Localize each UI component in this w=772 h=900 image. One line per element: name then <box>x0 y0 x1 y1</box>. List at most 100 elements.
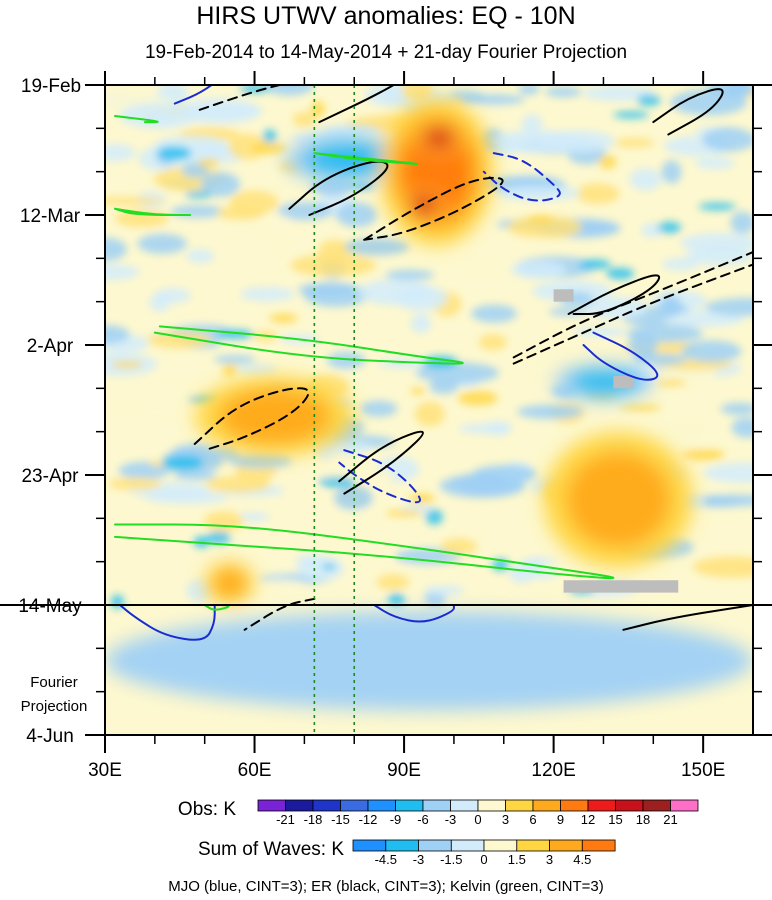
plot-frame <box>0 84 772 736</box>
waves-colorbar-swatch <box>352 839 387 852</box>
obs-colorbar-tick-label: -12 <box>359 812 378 827</box>
texture-blob <box>694 157 735 170</box>
chart-subtitle: 19-Feb-2014 to 14-May-2014 + 21-day Four… <box>144 42 628 63</box>
obs-colorbar-swatch <box>587 799 616 812</box>
texture-blob <box>720 402 753 415</box>
er-contour <box>198 85 284 111</box>
er-contour <box>193 387 310 452</box>
texture-blob <box>229 453 292 469</box>
texture-blob <box>345 509 378 524</box>
waves-colorbar-tick-label: -4.5 <box>375 852 397 867</box>
texture-blob <box>105 237 127 261</box>
texture-blob <box>118 102 199 129</box>
texture-blob <box>203 511 244 532</box>
texture-blob <box>484 421 512 436</box>
y-tick-label: 4-Jun <box>26 726 74 747</box>
texture-blob <box>105 144 136 162</box>
y-tick-label: 23-Apr <box>21 466 79 487</box>
texture-blob <box>613 111 649 119</box>
texture-blob <box>425 509 443 525</box>
texture-blob <box>311 101 325 117</box>
obs-colorbar-swatch <box>367 799 396 812</box>
obs-colorbar-tick-label: -9 <box>390 812 402 827</box>
texture-blob <box>731 417 753 438</box>
texture-blob <box>292 111 317 127</box>
texture-blob <box>105 197 167 205</box>
texture-blob <box>414 401 445 427</box>
anomaly-region-positive <box>426 129 452 146</box>
er-contour <box>363 176 504 241</box>
texture-blob <box>548 307 586 317</box>
waves-colorbar-swatch <box>483 839 518 852</box>
texture-blob <box>186 249 215 264</box>
texture-blob <box>214 355 256 364</box>
obs-colorbar-tick-label: 0 <box>474 812 481 827</box>
texture-blob <box>632 353 687 366</box>
missing-data-patch <box>613 375 634 389</box>
texture-blob <box>105 325 130 344</box>
texture-blob <box>147 331 213 349</box>
texture-blob <box>613 138 655 148</box>
texture-blob <box>117 386 195 412</box>
obs-colorbar-tick-label: -6 <box>417 812 429 827</box>
texture-blob <box>527 215 555 224</box>
texture-blob <box>358 279 435 306</box>
texture-blob <box>344 238 410 256</box>
y-tick-label: 19-Feb <box>21 76 81 97</box>
texture-blob <box>335 202 378 228</box>
er-contour <box>243 597 316 631</box>
mjo-contour <box>338 449 421 504</box>
waves-colorbar-swatch <box>516 839 550 852</box>
obs-colorbar-swatch <box>422 799 451 812</box>
texture-blob <box>206 531 231 544</box>
kelvin-contour <box>114 115 159 124</box>
reference-lines <box>313 85 356 735</box>
obs-colorbar-tick-label: -15 <box>331 812 350 827</box>
er-contour <box>567 274 661 315</box>
texture-blob <box>456 259 519 270</box>
texture-blob <box>628 333 658 358</box>
texture-blob <box>234 364 277 375</box>
obs-colorbar-swatch <box>257 799 286 812</box>
texture-blob <box>136 316 208 326</box>
texture-blob <box>573 327 628 337</box>
wave-contours <box>114 85 753 641</box>
waves-colorbar-tick-label: -1.5 <box>440 852 462 867</box>
texture-blob <box>200 172 240 197</box>
texture-blob <box>387 593 405 607</box>
obs-colorbar-tick-label: 3 <box>502 812 509 827</box>
kelvin-contour <box>114 207 192 216</box>
texture-blob <box>471 304 517 323</box>
texture-blob <box>297 555 344 581</box>
mjo-contour <box>373 604 455 623</box>
obs-colorbar-swatch <box>615 799 644 812</box>
mjo-contour <box>482 152 561 202</box>
x-tick-label: 90E <box>387 760 421 781</box>
y-axis: 19-Feb 12-Mar 2-Apr 23-Apr 14-May 4-Jun Fourie… <box>18 76 772 747</box>
chart-title: HIRS UTWV anomalies: EQ - 10N <box>196 2 576 30</box>
waves-colorbar-swatch <box>581 839 616 852</box>
texture-blob <box>507 215 583 239</box>
y-tick-label: 2-Apr <box>27 336 74 357</box>
er-contour <box>512 263 753 365</box>
texture-blob <box>582 85 656 101</box>
texture-blob <box>222 364 238 377</box>
texture-blob <box>318 476 356 488</box>
texture-blob <box>255 213 294 239</box>
texture-blob <box>401 85 434 102</box>
texture-blob <box>641 223 663 238</box>
projection-label: Projection <box>21 698 88 715</box>
x-tick-label: 150E <box>681 760 725 781</box>
texture-blob <box>457 390 498 406</box>
obs-colorbar-swatch <box>312 799 341 812</box>
texture-blob <box>606 267 635 280</box>
waves-colorbar-swatch <box>549 839 583 852</box>
texture-blob <box>576 183 620 204</box>
texture-blob <box>730 211 753 234</box>
anomaly-region-positive <box>566 452 671 548</box>
texture-blob <box>429 379 459 395</box>
texture-blob <box>322 440 372 455</box>
obs-colorbar-swatch <box>642 799 671 812</box>
texture-blob <box>680 232 753 253</box>
